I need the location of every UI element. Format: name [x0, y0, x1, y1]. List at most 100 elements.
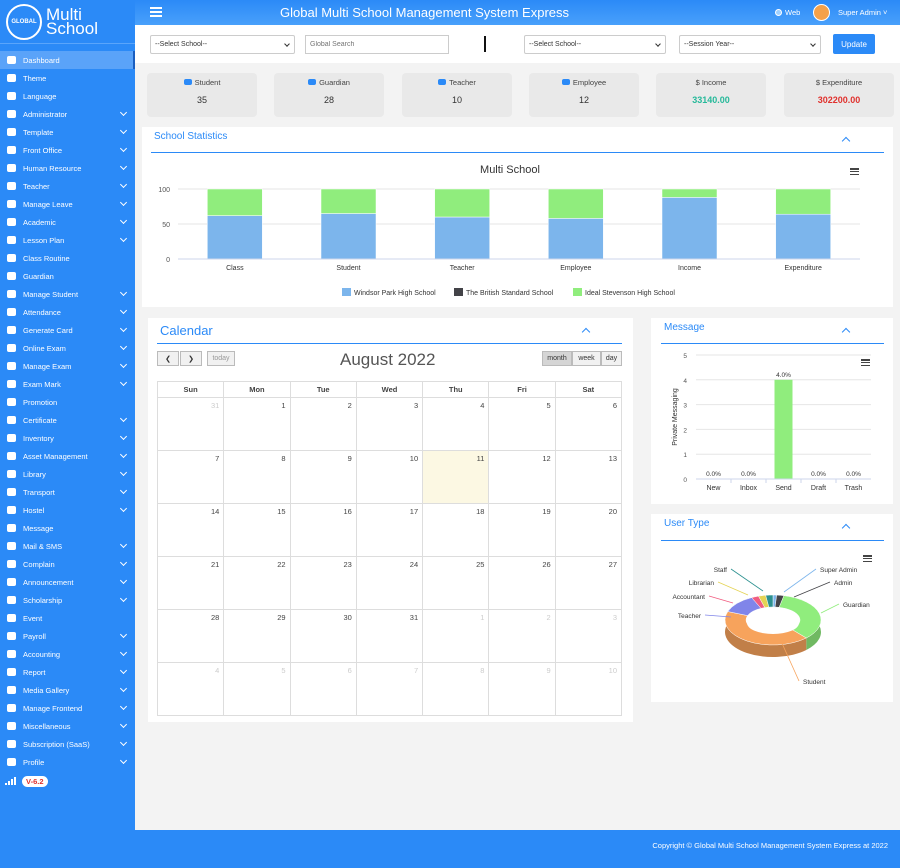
sidebar-item-guardian[interactable]: Guardian: [0, 267, 135, 285]
calendar-day-cell[interactable]: 4: [156, 662, 225, 716]
calendar-day-cell[interactable]: 8: [422, 662, 490, 716]
sidebar-item-miscellaneous[interactable]: Miscellaneous: [0, 717, 135, 735]
sidebar-item-payroll[interactable]: Payroll: [0, 627, 135, 645]
sidebar-item-profile[interactable]: Profile: [0, 753, 135, 771]
sidebar-item-media-gallery[interactable]: Media Gallery: [0, 681, 135, 699]
calendar-day-cell[interactable]: 2: [289, 397, 357, 451]
chart-menu-icon[interactable]: [863, 555, 872, 562]
brand-logo[interactable]: GLOBAL Multi School: [0, 0, 135, 44]
calendar-day-cell[interactable]: 6: [289, 662, 357, 716]
sidebar-item-administrator[interactable]: Administrator: [0, 105, 135, 123]
stat-card[interactable]: $ Expenditure 302200.00: [784, 73, 894, 117]
sidebar-item-inventory[interactable]: Inventory: [0, 429, 135, 447]
calendar-day-cell[interactable]: 9: [289, 450, 357, 504]
stat-card[interactable]: Employee 12: [529, 73, 639, 117]
sidebar-item-mail-sms[interactable]: Mail & SMS: [0, 537, 135, 555]
sidebar-item-subscription-saas[interactable]: Subscription (SaaS): [0, 735, 135, 753]
sidebar-item-message[interactable]: Message: [0, 519, 135, 537]
calendar-day-cell[interactable]: 15: [223, 503, 291, 557]
sidebar-item-human-resource[interactable]: Human Resource: [0, 159, 135, 177]
calendar-day-cell[interactable]: 17: [355, 503, 424, 557]
calendar-day-cell[interactable]: 26: [488, 556, 556, 610]
stat-card[interactable]: Student 35: [147, 73, 257, 117]
sidebar-item-generate-card[interactable]: Generate Card: [0, 321, 135, 339]
school-select[interactable]: --Select School--: [150, 35, 295, 54]
calendar-day-cell[interactable]: 1: [223, 397, 291, 451]
user-menu[interactable]: Super Admin ˅: [838, 8, 888, 17]
sidebar-item-lesson-plan[interactable]: Lesson Plan: [0, 231, 135, 249]
stat-card[interactable]: Teacher 10: [402, 73, 512, 117]
calendar-day-cell[interactable]: 14: [156, 503, 225, 557]
calendar-day-cell[interactable]: 7: [355, 662, 424, 716]
sidebar-item-manage-exam[interactable]: Manage Exam: [0, 357, 135, 375]
calendar-day-cell[interactable]: 21: [156, 556, 225, 610]
sidebar-item-attendance[interactable]: Attendance: [0, 303, 135, 321]
calendar-day-cell[interactable]: 31: [355, 609, 424, 663]
calendar-day-cell[interactable]: 20: [554, 503, 623, 557]
calendar-day-cell[interactable]: 9: [488, 662, 556, 716]
calendar-day-cell[interactable]: 24: [355, 556, 424, 610]
sidebar-item-report[interactable]: Report: [0, 663, 135, 681]
calendar-day-cell[interactable]: 31: [156, 397, 225, 451]
today-button[interactable]: today: [207, 351, 235, 366]
sidebar-item-promotion[interactable]: Promotion: [0, 393, 135, 411]
view-month-button[interactable]: month: [542, 351, 572, 366]
calendar-day-cell[interactable]: 6: [554, 397, 623, 451]
calendar-day-cell[interactable]: 4: [422, 397, 490, 451]
chart-menu-icon[interactable]: [861, 359, 870, 366]
global-search-input[interactable]: [305, 35, 449, 54]
calendar-day-cell[interactable]: 18: [422, 503, 490, 557]
calendar-day-cell[interactable]: 5: [223, 662, 291, 716]
sidebar-item-accounting[interactable]: Accounting: [0, 645, 135, 663]
session-year-select[interactable]: --Session Year--: [679, 35, 821, 54]
calendar-day-cell[interactable]: 3: [554, 609, 623, 663]
sidebar-item-class-routine[interactable]: Class Routine: [0, 249, 135, 267]
sidebar-item-transport[interactable]: Transport: [0, 483, 135, 501]
calendar-day-cell[interactable]: 19: [488, 503, 556, 557]
calendar-day-cell[interactable]: 12: [488, 450, 556, 504]
sidebar-item-asset-management[interactable]: Asset Management: [0, 447, 135, 465]
calendar-day-cell[interactable]: 28: [156, 609, 225, 663]
avatar[interactable]: [813, 4, 830, 21]
sidebar-item-announcement[interactable]: Announcement: [0, 573, 135, 591]
calendar-day-cell[interactable]: 7: [156, 450, 225, 504]
calendar-day-cell[interactable]: 5: [488, 397, 556, 451]
update-button[interactable]: Update: [833, 34, 875, 54]
calendar-day-cell[interactable]: 29: [223, 609, 291, 663]
prev-month-button[interactable]: ❮: [157, 351, 179, 366]
sidebar-item-complain[interactable]: Complain: [0, 555, 135, 573]
sidebar-item-manage-student[interactable]: Manage Student: [0, 285, 135, 303]
calendar-day-cell[interactable]: 16: [289, 503, 357, 557]
stat-card[interactable]: Guardian 28: [274, 73, 384, 117]
sidebar-item-event[interactable]: Event: [0, 609, 135, 627]
calendar-day-cell[interactable]: 13: [554, 450, 623, 504]
calendar-day-cell[interactable]: 2: [488, 609, 556, 663]
sidebar-item-template[interactable]: Template: [0, 123, 135, 141]
calendar-day-cell[interactable]: 1: [422, 609, 490, 663]
sidebar-item-manage-frontend[interactable]: Manage Frontend: [0, 699, 135, 717]
sidebar-item-hostel[interactable]: Hostel: [0, 501, 135, 519]
sidebar-item-teacher[interactable]: Teacher: [0, 177, 135, 195]
calendar-day-cell[interactable]: 3: [355, 397, 424, 451]
web-link[interactable]: Web: [775, 8, 800, 17]
sidebar-item-online-exam[interactable]: Online Exam: [0, 339, 135, 357]
view-week-button[interactable]: week: [572, 351, 601, 366]
sidebar-item-certificate[interactable]: Certificate: [0, 411, 135, 429]
sidebar-item-language[interactable]: Language: [0, 87, 135, 105]
calendar-day-cell[interactable]: 11: [422, 450, 490, 504]
school-select-2[interactable]: --Select School--: [524, 35, 666, 54]
calendar-day-cell[interactable]: 23: [289, 556, 357, 610]
next-month-button[interactable]: ❯: [180, 351, 202, 366]
sidebar-item-theme[interactable]: Theme: [0, 69, 135, 87]
sidebar-item-dashboard[interactable]: Dashboard: [0, 51, 135, 69]
menu-toggle-icon[interactable]: [150, 7, 162, 17]
calendar-day-cell[interactable]: 10: [554, 662, 623, 716]
calendar-day-cell[interactable]: 27: [554, 556, 623, 610]
sidebar-item-front-office[interactable]: Front Office: [0, 141, 135, 159]
calendar-day-cell[interactable]: 25: [422, 556, 490, 610]
stat-card[interactable]: $ Income 33140.00: [656, 73, 766, 117]
view-day-button[interactable]: day: [601, 351, 622, 366]
sidebar-item-academic[interactable]: Academic: [0, 213, 135, 231]
calendar-day-cell[interactable]: 10: [355, 450, 424, 504]
sidebar-item-library[interactable]: Library: [0, 465, 135, 483]
